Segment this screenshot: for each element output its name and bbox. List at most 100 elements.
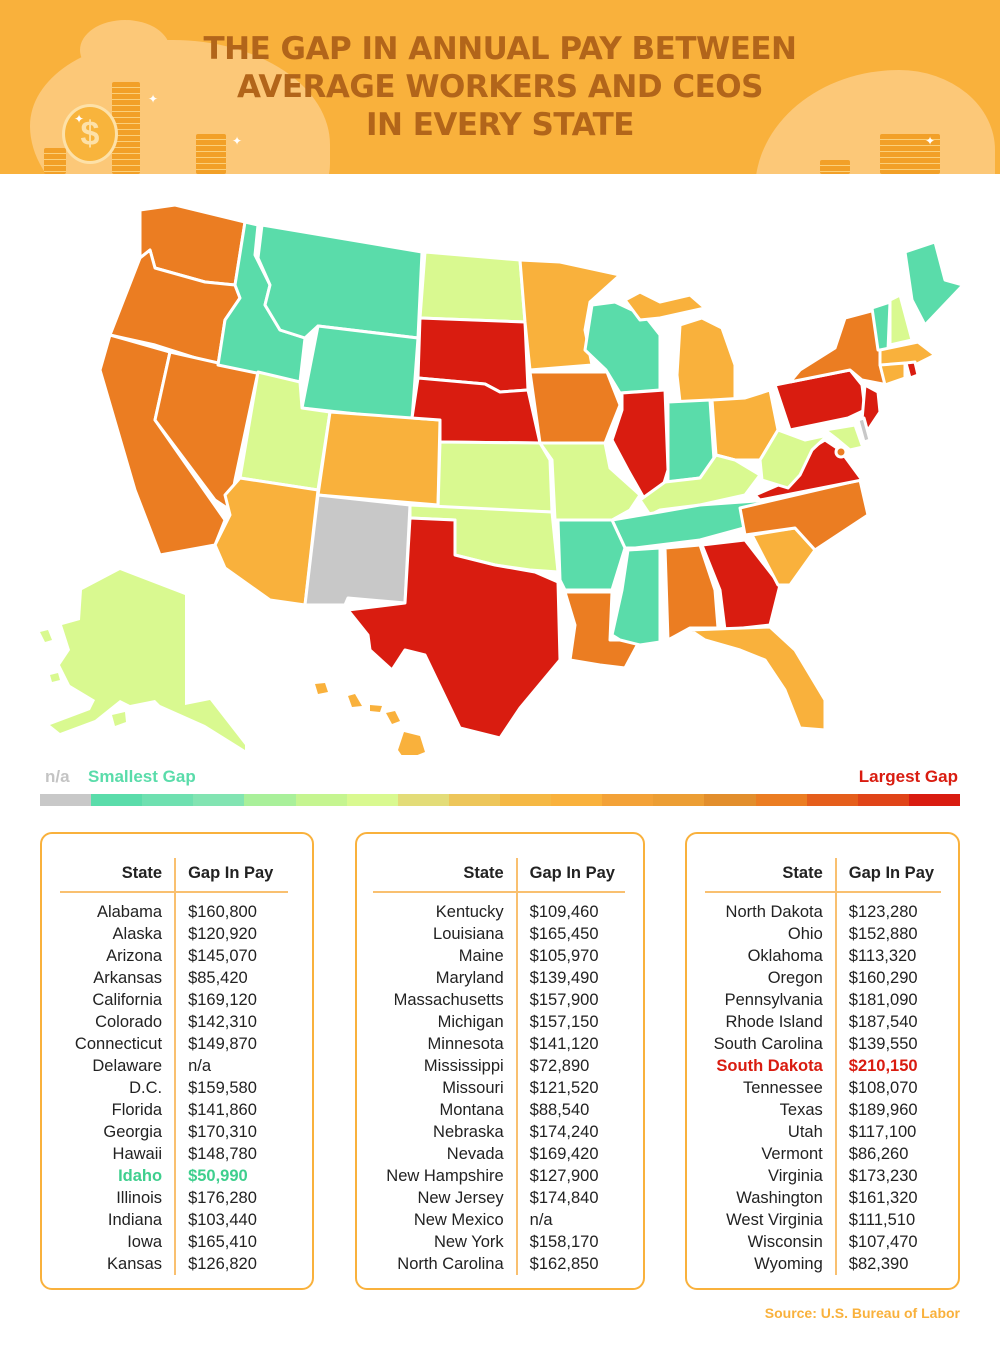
state-louisiana[interactable] xyxy=(563,590,642,670)
state-arizona[interactable] xyxy=(213,476,320,607)
state-name-cell: Maine xyxy=(373,945,518,967)
gap-table-2: State Gap In Pay Kentucky $109,460 Louisia… xyxy=(373,858,625,1275)
state-name-cell: New York xyxy=(373,1231,518,1253)
table-row: California $169,120 xyxy=(60,989,288,1011)
gap-value-cell: $142,310 xyxy=(188,1013,257,1031)
title-line-3: IN EVERY STATE xyxy=(365,107,635,143)
dollar-coin-icon: $ xyxy=(62,104,118,164)
gap-value-cell: $165,450 xyxy=(529,925,599,943)
state-florida[interactable] xyxy=(688,625,827,732)
state-name-cell: Vermont xyxy=(705,1143,837,1165)
legend-swatch-na xyxy=(40,794,92,806)
state-name-cell: Florida xyxy=(60,1099,177,1121)
gap-value-cell: $127,900 xyxy=(529,1167,599,1185)
table-row: Indiana $103,440 xyxy=(60,1209,288,1231)
state-west-virginia[interactable] xyxy=(758,428,830,490)
state-new-hampshire[interactable] xyxy=(888,293,914,347)
table-row: Pennsylvania $181,090 xyxy=(705,989,941,1011)
gap-value-cell: $82,390 xyxy=(848,1255,909,1273)
state-name-cell: Indiana xyxy=(60,1209,177,1231)
gap-value-cell: $113,320 xyxy=(848,947,917,965)
table-row: South Carolina $139,550 xyxy=(705,1033,941,1055)
state-name-cell: Mississippi xyxy=(373,1055,518,1077)
gap-value-cell: $72,890 xyxy=(529,1057,590,1075)
table-row: West Virginia $111,510 xyxy=(705,1209,941,1231)
legend-swatch xyxy=(755,794,807,806)
state-name-cell: D.C. xyxy=(60,1077,177,1099)
gap-value-cell: $109,460 xyxy=(529,903,599,921)
legend-swatch xyxy=(857,794,909,806)
state-delaware[interactable] xyxy=(856,416,872,444)
state-georgia[interactable] xyxy=(700,538,782,632)
state-connecticut[interactable] xyxy=(878,361,907,387)
state-iowa[interactable] xyxy=(528,370,622,445)
coin-stack-icon xyxy=(880,134,940,174)
state-dc[interactable] xyxy=(834,445,848,459)
gap-value-cell: n/a xyxy=(188,1057,211,1075)
legend-swatch xyxy=(295,794,347,806)
gap-value-cell: $170,310 xyxy=(188,1123,257,1141)
us-choropleth-map xyxy=(40,203,965,755)
state-name-cell: Rhode Island xyxy=(705,1011,837,1033)
table-row: Utah $117,100 xyxy=(705,1121,941,1143)
state-name-cell: Nevada xyxy=(373,1143,518,1165)
gap-value-cell: $149,870 xyxy=(188,1035,257,1053)
state-name-cell: Alaska xyxy=(60,923,177,945)
gap-value-cell: $165,410 xyxy=(188,1233,257,1251)
table-row: Texas $189,960 xyxy=(705,1099,941,1121)
state-maine[interactable] xyxy=(903,240,965,327)
state-north-dakota[interactable] xyxy=(418,250,527,324)
table-row: North Dakota $123,280 xyxy=(705,892,941,923)
state-alaska[interactable] xyxy=(50,570,245,750)
table-row: Minnesota $141,120 xyxy=(373,1033,625,1055)
gap-value-cell: $141,120 xyxy=(529,1035,599,1053)
state-new-mexico[interactable] xyxy=(303,493,412,607)
table-row: New Mexico n/a xyxy=(373,1209,625,1231)
state-arkansas[interactable] xyxy=(556,518,627,592)
state-pennsylvania[interactable] xyxy=(773,368,867,432)
state-michigan[interactable] xyxy=(675,316,737,404)
state-hawaii[interactable] xyxy=(315,683,425,755)
coin-stack-icon xyxy=(196,134,226,174)
state-michigan-upper[interactable] xyxy=(623,290,707,322)
state-name-cell: New Jersey xyxy=(373,1187,518,1209)
legend-swatch xyxy=(448,794,500,806)
state-kansas[interactable] xyxy=(436,440,554,514)
column-header-state: State xyxy=(373,858,518,893)
state-new-jersey[interactable] xyxy=(860,383,882,432)
state-name-cell: Utah xyxy=(705,1121,837,1143)
table-row: Oregon $160,290 xyxy=(705,967,941,989)
state-missouri[interactable] xyxy=(538,441,642,522)
legend-swatch xyxy=(397,794,449,806)
sparkle-icon: ✦ xyxy=(74,112,85,126)
state-massachusetts[interactable] xyxy=(878,340,937,367)
column-header-gap: Gap In Pay xyxy=(175,858,288,893)
state-name-cell: Missouri xyxy=(373,1077,518,1099)
table-row: Mississippi $72,890 xyxy=(373,1055,625,1077)
state-montana[interactable] xyxy=(256,223,424,340)
state-name-cell: Oregon xyxy=(705,967,837,989)
state-name-cell: North Dakota xyxy=(705,892,837,923)
state-name-cell: Colorado xyxy=(60,1011,177,1033)
state-colorado[interactable] xyxy=(316,410,442,507)
table-row: Vermont $86,260 xyxy=(705,1143,941,1165)
table-row: Idaho $50,990 xyxy=(60,1165,288,1187)
state-wyoming[interactable] xyxy=(300,324,420,422)
table-row: Alaska $120,920 xyxy=(60,923,288,945)
title-line-2: AVERAGE WORKERS AND CEOS xyxy=(236,69,764,105)
sparkle-icon: ✦ xyxy=(925,134,936,148)
state-texas[interactable] xyxy=(346,516,562,740)
state-name-cell: California xyxy=(60,989,177,1011)
state-name-cell: South Dakota xyxy=(705,1055,837,1077)
table-row: Iowa $165,410 xyxy=(60,1231,288,1253)
state-minnesota[interactable] xyxy=(518,258,622,372)
table-row: Florida $141,860 xyxy=(60,1099,288,1121)
state-rhode-island[interactable] xyxy=(904,360,920,380)
state-maryland[interactable] xyxy=(823,423,874,452)
state-mississippi[interactable] xyxy=(610,546,662,647)
legend-swatch xyxy=(908,794,960,806)
gap-value-cell: $169,120 xyxy=(188,991,257,1009)
gap-value-cell: $157,900 xyxy=(529,991,599,1009)
legend-swatch xyxy=(551,794,603,806)
state-name-cell: Virginia xyxy=(705,1165,837,1187)
